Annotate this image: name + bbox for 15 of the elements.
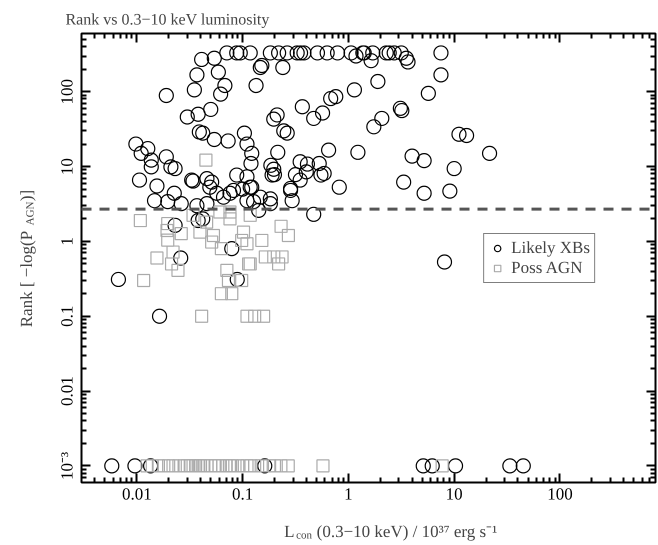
y-tick-label: 100 bbox=[58, 78, 76, 104]
x-tick-label: 0.01 bbox=[122, 484, 152, 504]
x-tick-label: 0.1 bbox=[232, 484, 254, 504]
y-tick-label: 10⁻³ bbox=[58, 452, 76, 480]
y-tick-label: 0.1 bbox=[58, 306, 76, 327]
x-tick-label: 10 bbox=[446, 484, 463, 504]
y-tick-label: 1 bbox=[58, 237, 76, 246]
y-tick-label: 10 bbox=[58, 158, 76, 176]
legend-label: Poss AGN bbox=[511, 258, 582, 278]
y-axis-title: Rank [ −log(PAGN)] bbox=[17, 190, 36, 328]
chart-title: Rank vs 0.3−10 keV luminosity bbox=[66, 12, 270, 28]
x-tick-label: 1 bbox=[344, 484, 353, 504]
legend-label: Likely XBs bbox=[511, 238, 590, 258]
y-tick-label: 0.01 bbox=[58, 376, 76, 406]
x-tick-label: 100 bbox=[547, 484, 573, 504]
